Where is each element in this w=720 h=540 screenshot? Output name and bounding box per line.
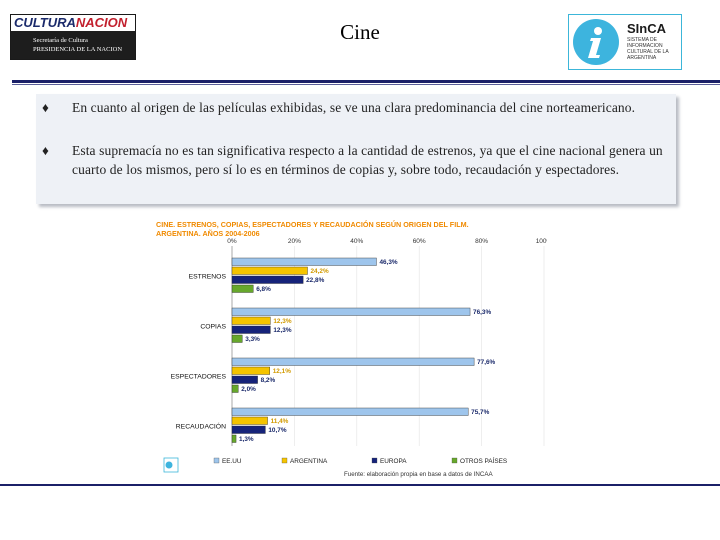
brand-name: SInCA <box>627 21 666 36</box>
chart-container: CINE. ESTRENOS, COPIAS, ESPECTADORES Y R… <box>152 218 553 480</box>
data-label: 75,7% <box>471 409 489 416</box>
data-label: 6,8% <box>256 286 271 293</box>
category-label: ESTRENOS <box>189 273 227 280</box>
header-rule <box>12 80 720 83</box>
bar <box>231 407 469 416</box>
x-tick-label: 80% <box>475 238 488 245</box>
data-label: 11,4% <box>271 418 289 425</box>
legend-swatch <box>451 457 458 464</box>
info-mini-icon <box>165 461 173 469</box>
category-label: RECAUDACIÓN <box>176 421 226 430</box>
x-tick-label: 20% <box>288 238 301 245</box>
bar <box>231 357 475 366</box>
category-label: COPIAS <box>200 323 226 330</box>
legend-swatch <box>213 457 220 464</box>
bar <box>231 375 258 384</box>
bar <box>231 416 268 425</box>
data-label: 12,1% <box>273 368 291 375</box>
bar <box>231 384 239 393</box>
category-label: ESPECTADORES <box>171 373 227 380</box>
footer-rule <box>0 484 720 486</box>
bar <box>231 325 271 334</box>
bar <box>231 307 471 316</box>
legend-label: EE.UU <box>222 458 242 465</box>
bullet-text: Esta supremacía no es tan significativa … <box>72 143 663 177</box>
logo-wordmark: CULTURANACION <box>11 15 135 31</box>
data-label: 76,3% <box>473 309 491 316</box>
data-label: 8,2% <box>261 377 276 384</box>
data-label: 24,2% <box>311 268 329 275</box>
header-rule-thin <box>12 84 720 85</box>
legend-label: EUROPA <box>380 458 407 465</box>
cultura-nacion-logo: CULTURANACION Secretaría de Cultura PRES… <box>10 14 136 60</box>
x-tick-label: 60% <box>413 238 426 245</box>
legend-label: ARGENTINA <box>290 458 328 465</box>
bar <box>231 316 271 325</box>
legend-swatch <box>371 457 378 464</box>
brand-subtitle: SISTEMA DE INFORMACION CULTURAL DE LA AR… <box>627 37 669 61</box>
data-label: 12,3% <box>273 318 291 325</box>
legend-swatch <box>281 457 288 464</box>
bar <box>231 334 243 343</box>
data-label: 12,3% <box>273 327 291 334</box>
bar <box>231 275 304 284</box>
chart-title-line2: ARGENTINA. AÑOS 2004-2006 <box>156 229 260 238</box>
x-tick-label: 40% <box>350 238 363 245</box>
info-i-icon <box>588 27 602 58</box>
data-label: 22,8% <box>306 277 324 284</box>
chart-title: CINE. ESTRENOS, COPIAS, ESPECTADORES Y R… <box>156 220 469 229</box>
chart-source: Fuente: elaboración propia en base a dat… <box>344 471 493 478</box>
legend-label: OTROS PAÍSES <box>460 456 507 465</box>
bar <box>231 266 308 275</box>
bar <box>231 257 377 266</box>
data-label: 3,3% <box>245 336 260 343</box>
page-title: Cine <box>340 20 380 44</box>
bar <box>231 425 266 434</box>
bullet-marker: ♦ <box>42 100 49 115</box>
bullet-text: En cuanto al origen de las películas exh… <box>72 100 636 115</box>
x-tick-label: 100% <box>536 238 547 245</box>
x-tick-label: 0% <box>227 238 237 245</box>
bullet-panel: ♦ En cuanto al origen de las películas e… <box>36 94 676 204</box>
bar <box>231 366 270 375</box>
bar <box>231 434 237 443</box>
logo-subtitle: Secretaría de Cultura PRESIDENCIA DE LA … <box>11 31 135 59</box>
bar-chart: CINE. ESTRENOS, COPIAS, ESPECTADORES Y R… <box>156 220 553 478</box>
bar <box>231 284 254 293</box>
data-label: 2,0% <box>241 386 256 393</box>
data-label: 1,3% <box>239 436 254 443</box>
data-label: 10,7% <box>268 427 286 434</box>
bullet-marker: ♦ <box>42 143 49 158</box>
sinca-logo: SInCA SISTEMA DE INFORMACION CULTURAL DE… <box>568 14 682 70</box>
data-label: 77,6% <box>477 359 495 366</box>
data-label: 46,3% <box>379 259 397 266</box>
